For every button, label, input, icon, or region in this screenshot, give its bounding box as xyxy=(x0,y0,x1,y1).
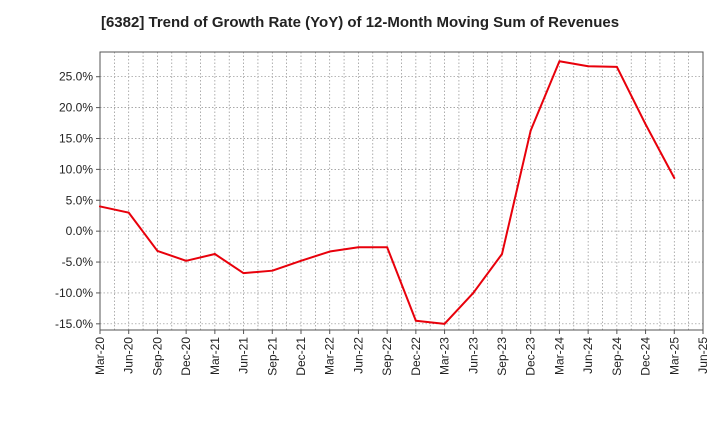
x-tick-label: Dec-20 xyxy=(179,337,193,376)
x-tick-label: Jun-24 xyxy=(581,337,595,374)
x-tick-label: Jun-25 xyxy=(696,337,710,374)
x-tick-label: Mar-22 xyxy=(323,337,337,375)
x-tick-label: Mar-20 xyxy=(93,337,107,375)
plot-area xyxy=(100,52,703,330)
x-tick-label: Jun-23 xyxy=(466,337,480,374)
x-tick-label: Dec-21 xyxy=(294,337,308,376)
data-point xyxy=(242,272,245,275)
chart-title: [6382] Trend of Growth Rate (YoY) of 12-… xyxy=(100,14,620,31)
x-tick-label: Mar-25 xyxy=(667,337,681,375)
data-point xyxy=(185,259,188,262)
data-point xyxy=(501,253,503,255)
data-point xyxy=(615,65,618,68)
data-point xyxy=(127,211,130,214)
x-tick-label: Dec-24 xyxy=(639,337,653,376)
x-tick-label: Sep-21 xyxy=(265,337,279,376)
data-point xyxy=(213,253,216,255)
y-tick-label: -10.0% xyxy=(55,286,93,300)
y-tick-label: -5.0% xyxy=(62,255,94,269)
x-tick-labels: Mar-20 Jun-20 Sep-20 Dec-20 Mar-21 Jun-21 Sep-… xyxy=(93,337,710,376)
x-tick-label: Sep-22 xyxy=(380,337,394,376)
data-point xyxy=(357,246,360,249)
x-tick-label: Mar-23 xyxy=(438,337,452,375)
data-point xyxy=(587,65,590,68)
data-point xyxy=(529,129,532,132)
x-tick-label: Jun-22 xyxy=(351,337,365,374)
y-tick-label: 0.0% xyxy=(66,224,94,238)
y-tick-label: 5.0% xyxy=(66,193,94,207)
data-point xyxy=(271,269,274,272)
y-tick-labels: -15.0% -10.0% -5.0% 0.0% 5.0% 10.0% 15.0% 20.0%… xyxy=(55,70,93,331)
x-tick-label: Sep-20 xyxy=(150,337,164,376)
data-point xyxy=(156,250,159,252)
x-tick-label: Jun-20 xyxy=(122,337,136,374)
data-point xyxy=(386,246,389,249)
plot-frame xyxy=(99,51,704,331)
grid-layer xyxy=(99,52,704,330)
data-point xyxy=(300,259,302,262)
data-point xyxy=(414,319,417,322)
x-tick-label: Mar-21 xyxy=(208,337,222,375)
x-tick-label: Dec-22 xyxy=(409,337,423,376)
data-point xyxy=(673,177,676,179)
axes-layer xyxy=(96,51,704,334)
data-point xyxy=(443,322,446,325)
x-tick-label: Mar-24 xyxy=(552,337,566,375)
y-tick-label: 10.0% xyxy=(59,162,93,176)
y-tick-label: 25.0% xyxy=(59,70,93,84)
y-tick-label: -15.0% xyxy=(55,317,93,331)
data-point xyxy=(99,205,101,208)
x-tick-label: Dec-23 xyxy=(524,337,538,376)
data-point xyxy=(328,250,331,253)
y-tick-label: 20.0% xyxy=(59,101,93,115)
x-tick-label: Jun-21 xyxy=(237,337,251,374)
x-tick-label: Sep-23 xyxy=(495,337,509,376)
data-point xyxy=(644,123,647,126)
y-tick-label: 15.0% xyxy=(59,131,93,145)
data-point xyxy=(472,292,475,294)
x-tick-label: Sep-24 xyxy=(610,337,624,376)
data-point xyxy=(558,60,561,63)
series-layer xyxy=(99,60,676,325)
